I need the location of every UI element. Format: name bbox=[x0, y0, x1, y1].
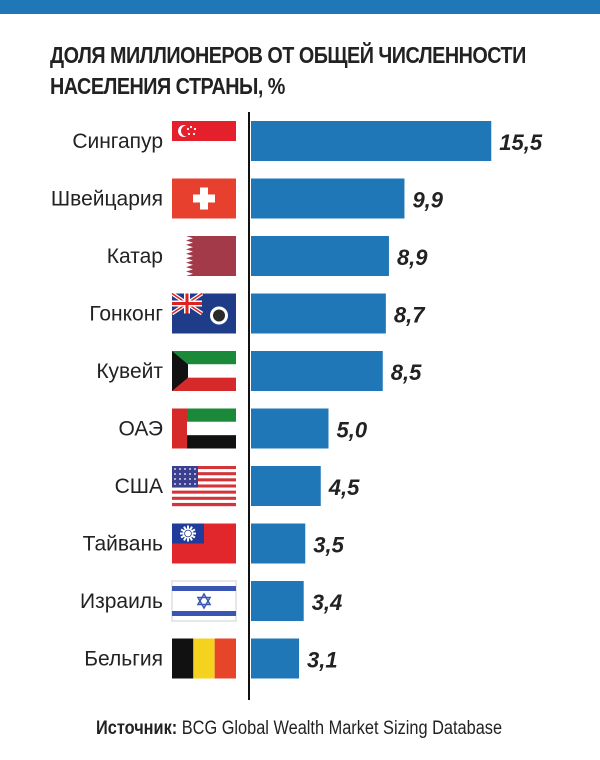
singapore-flag-icon bbox=[172, 121, 236, 161]
chart-title: ДОЛЯ МИЛЛИОНЕРОВ ОТ ОБЩЕЙ ЧИСЛЕННОСТИ НА… bbox=[50, 40, 526, 102]
category-label-4: Кувейт bbox=[96, 360, 163, 383]
uae-flag-icon bbox=[172, 408, 236, 449]
qatar-flag-icon bbox=[172, 236, 236, 276]
bar-8 bbox=[251, 581, 304, 621]
bar-6 bbox=[251, 466, 321, 506]
switzerland-flag-icon bbox=[172, 178, 236, 219]
category-label-1: Швейцария bbox=[51, 188, 163, 211]
value-label-8: 3,4 bbox=[312, 590, 343, 615]
taiwan-flag-icon bbox=[172, 523, 236, 564]
value-label-7: 3,5 bbox=[313, 533, 344, 558]
hong-kong-flag-icon bbox=[170, 291, 236, 334]
top-accent-bar bbox=[0, 0, 600, 14]
value-label-9: 3,1 bbox=[307, 648, 338, 673]
category-label-6: США bbox=[115, 475, 163, 498]
bar-3 bbox=[251, 293, 386, 334]
belgium-flag-icon bbox=[172, 638, 236, 679]
value-label-0: 15,5 bbox=[499, 130, 543, 155]
source-text: BCG Global Wealth Market Sizing Database bbox=[177, 718, 503, 739]
value-label-5: 5,0 bbox=[337, 418, 368, 443]
bar-7 bbox=[251, 523, 306, 564]
category-label-3: Гонконг bbox=[89, 303, 163, 326]
value-label-2: 8,9 bbox=[397, 245, 428, 270]
bar-1 bbox=[251, 178, 405, 219]
source-label: Источник: bbox=[96, 718, 178, 739]
chart-title-line-2: НАСЕЛЕНИЯ СТРАНЫ, % bbox=[50, 73, 285, 99]
value-label-1: 9,9 bbox=[412, 188, 443, 213]
category-label-8: Израиль bbox=[80, 590, 163, 613]
chart-title-line-1: ДОЛЯ МИЛЛИОНЕРОВ ОТ ОБЩЕЙ ЧИСЛЕННОСТИ bbox=[50, 42, 526, 68]
category-label-5: ОАЭ bbox=[118, 418, 163, 441]
bar-chart: Сингапур 15,5 Швейцария 9,9 Катар 8,9 Гонконг 8… bbox=[51, 112, 543, 700]
value-label-4: 8,5 bbox=[391, 360, 422, 385]
bar-5 bbox=[251, 408, 329, 449]
usa-flag-icon bbox=[172, 466, 236, 507]
value-label-6: 4,5 bbox=[328, 475, 360, 500]
value-label-3: 8,7 bbox=[394, 303, 426, 328]
category-label-9: Бельгия bbox=[84, 648, 163, 671]
category-label-7: Тайвань bbox=[83, 533, 163, 556]
category-label-0: Сингапур bbox=[72, 130, 163, 153]
israel-flag-icon bbox=[171, 580, 237, 622]
category-label-2: Катар bbox=[107, 245, 163, 268]
kuwait-flag-icon bbox=[172, 351, 236, 391]
bar-2 bbox=[251, 236, 389, 276]
bar-4 bbox=[251, 351, 383, 391]
source-note: Источник: BCG Global Wealth Market Sizin… bbox=[96, 718, 526, 740]
bar-0 bbox=[251, 121, 492, 161]
bar-9 bbox=[251, 638, 300, 679]
